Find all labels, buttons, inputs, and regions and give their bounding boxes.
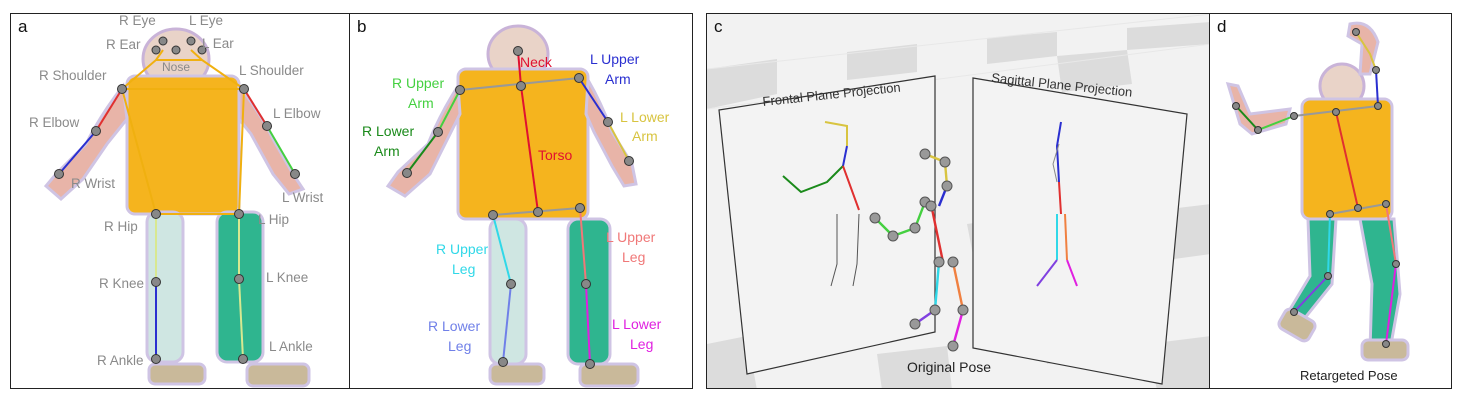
label-neck: Neck <box>520 54 553 70</box>
label-l-ear: L Ear <box>202 36 234 51</box>
label-r-knee: R Knee <box>99 276 144 291</box>
label-r-upper-leg-2: Leg <box>452 261 475 277</box>
skeleton-b <box>402 46 634 369</box>
character-drawing-d <box>1225 21 1410 362</box>
label-l-shoulder: L Shoulder <box>239 63 304 78</box>
skeleton-a <box>54 36 300 364</box>
skeleton-d <box>1232 28 1400 348</box>
label-r-lower-arm-2: Arm <box>374 143 400 159</box>
panel-b: b <box>349 13 693 389</box>
panel-tag-d: d <box>1217 17 1227 36</box>
label-l-lower-arm-1: L Lower <box>620 109 670 125</box>
panel-d: d <box>1209 13 1452 389</box>
label-l-lower-arm-2: Arm <box>632 128 658 144</box>
label-l-upper-leg-1: L Upper <box>606 229 656 245</box>
label-original-pose: Original Pose <box>907 359 991 375</box>
label-l-hip: L Hip <box>258 212 289 227</box>
label-l-knee: L Knee <box>266 270 308 285</box>
label-l-wrist: L Wrist <box>282 190 324 205</box>
label-r-elbow: R Elbow <box>29 115 80 130</box>
label-r-lower-leg-2: Leg <box>448 338 471 354</box>
label-l-upper-arm-1: L Upper <box>590 51 640 67</box>
label-torso: Torso <box>538 147 572 163</box>
label-r-lower-arm-1: R Lower <box>362 123 414 139</box>
label-l-upper-leg-2: Leg <box>622 249 645 265</box>
panel-c-figure: Frontal Plane Projection Sagittal Plane … <box>707 14 1209 388</box>
panel-b-figure: Neck L Upper Arm R Upper Arm L Lower Arm… <box>362 24 670 388</box>
label-r-upper-leg-1: R Upper <box>436 241 488 257</box>
panel-tag-c: c <box>714 17 723 36</box>
label-retargeted-pose: Retargeted Pose <box>1300 368 1398 383</box>
label-r-eye: R Eye <box>119 14 156 28</box>
label-r-wrist: R Wrist <box>71 176 115 191</box>
panel-c: Frontal Plane Projection Sagittal Plane … <box>706 13 1210 389</box>
frontal-projection-skeleton <box>782 121 860 287</box>
label-r-lower-leg-1: R Lower <box>428 318 480 334</box>
frontal-plane <box>718 75 936 375</box>
label-l-ankle: L Ankle <box>269 339 313 354</box>
label-nose: Nose <box>162 60 190 74</box>
label-r-upper-arm-1: R Upper <box>392 75 444 91</box>
panel-d-figure: Retargeted Pose <box>1225 21 1410 383</box>
panel-a-figure: R Eye L Eye R Ear L Ear Nose R Shoulder … <box>29 14 324 388</box>
label-l-lower-leg-1: L Lower <box>612 316 662 332</box>
panel-a: a <box>10 13 350 389</box>
panel-tag-a: a <box>18 17 28 36</box>
original-pose-skeleton <box>869 148 969 352</box>
label-l-upper-arm-2: Arm <box>605 71 631 87</box>
label-l-elbow: L Elbow <box>273 106 321 121</box>
label-r-hip: R Hip <box>104 219 138 234</box>
label-r-upper-arm-2: Arm <box>408 95 434 111</box>
label-l-eye: L Eye <box>189 14 223 28</box>
panel-tag-b: b <box>357 17 367 36</box>
label-l-lower-leg-2: Leg <box>630 336 653 352</box>
label-r-ankle: R Ankle <box>97 353 144 368</box>
label-r-ear: R Ear <box>106 37 141 52</box>
sagittal-projection-skeleton <box>1036 121 1078 287</box>
label-r-shoulder: R Shoulder <box>39 68 107 83</box>
sagittal-plane <box>972 77 1188 385</box>
